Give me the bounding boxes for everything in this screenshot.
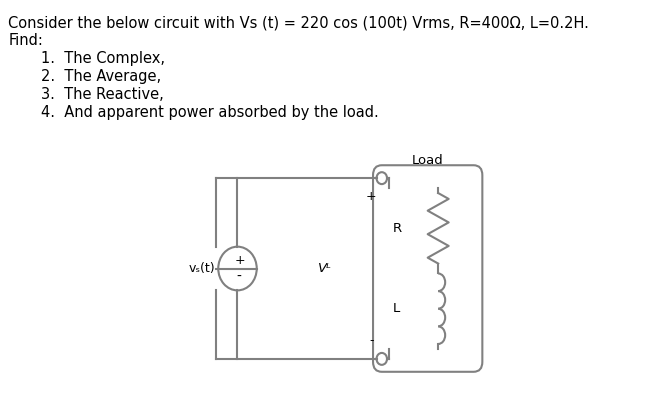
Text: 4.  And apparent power absorbed by the load.: 4. And apparent power absorbed by the lo…: [41, 105, 379, 120]
Text: Load: Load: [412, 154, 443, 167]
Text: -: -: [236, 269, 241, 283]
Text: vₛ(t): vₛ(t): [188, 262, 215, 275]
Text: L: L: [393, 302, 400, 315]
Text: -: -: [369, 334, 373, 348]
Text: +: +: [366, 190, 377, 203]
Text: Find:: Find:: [9, 33, 43, 48]
Text: 3.  The Reactive,: 3. The Reactive,: [41, 87, 164, 102]
Text: 2.  The Average,: 2. The Average,: [41, 69, 161, 84]
Text: Vᴸ: Vᴸ: [318, 262, 332, 275]
Text: Consider the below circuit with Vs (t) = 220 cos (100t) Vrms, R=400Ω, L=0.2H.: Consider the below circuit with Vs (t) =…: [9, 15, 590, 30]
Text: 1.  The Complex,: 1. The Complex,: [41, 51, 165, 66]
Text: +: +: [234, 254, 246, 267]
Text: R: R: [393, 222, 402, 235]
